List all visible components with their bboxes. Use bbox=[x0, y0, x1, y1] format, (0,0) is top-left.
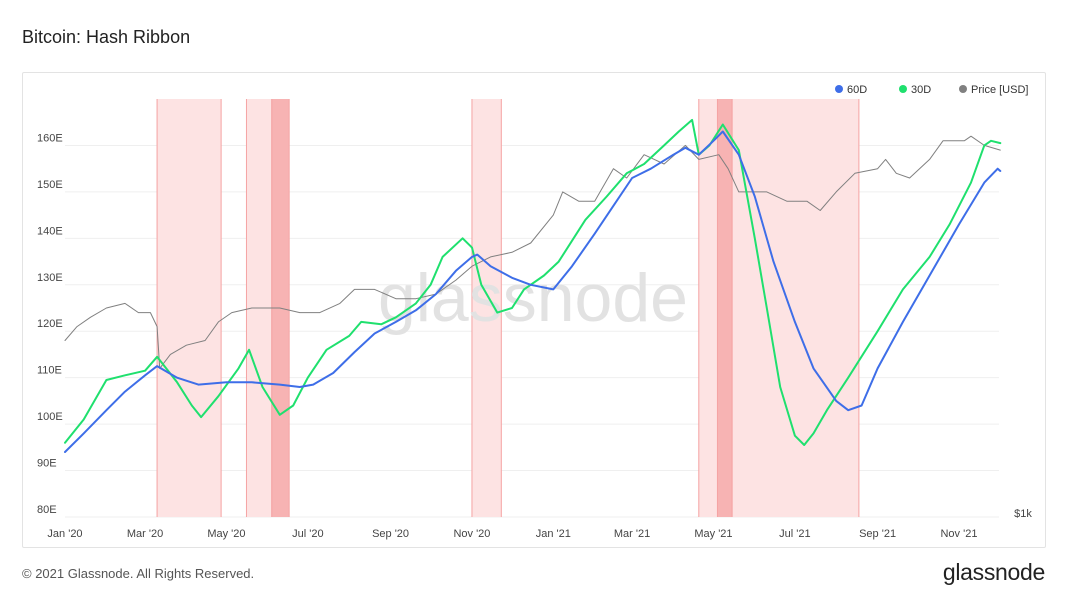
x-tick-label: May '20 bbox=[207, 528, 245, 540]
legend-label: 60D bbox=[847, 84, 867, 96]
series-line-30d bbox=[64, 118, 1002, 446]
x-tick-label: Jan '21 bbox=[536, 528, 571, 540]
chart-title: Bitcoin: Hash Ribbon bbox=[22, 27, 191, 47]
y-tick-label: 90E bbox=[37, 458, 57, 470]
right-axis-unit-label: $1k bbox=[1014, 508, 1032, 520]
x-tick-label: Nov '20 bbox=[453, 528, 490, 540]
x-tick-label: Jul '21 bbox=[779, 528, 810, 540]
legend-label: Price [USD] bbox=[971, 84, 1028, 96]
x-tick-label: Jan '20 bbox=[47, 528, 82, 540]
y-tick-label: 110E bbox=[37, 365, 62, 377]
y-axis-labels: 80E 90E 100E 110E 120E 130E 140E 150E 160E bbox=[37, 132, 63, 516]
y-tick-label: 150E bbox=[37, 179, 63, 191]
y-tick-label: 130E bbox=[37, 272, 63, 284]
x-tick-label: Sep '21 bbox=[859, 528, 896, 540]
glassnode-logo: glassnode bbox=[942, 559, 1045, 585]
legend-marker bbox=[835, 85, 843, 93]
legend-item[interactable]: 30D bbox=[899, 84, 931, 96]
y-tick-label: 80E bbox=[37, 504, 57, 516]
legend-marker bbox=[959, 85, 967, 93]
x-tick-label: Sep '20 bbox=[372, 528, 409, 540]
chart-panel: glassnode 80E 90E 100E 110E 120E 130E 140E 150E… bbox=[22, 72, 1046, 548]
y-tick-label: 140E bbox=[37, 225, 63, 237]
capitulation-band bbox=[471, 99, 502, 517]
legend-marker bbox=[899, 85, 907, 93]
y-tick-label: 100E bbox=[37, 411, 63, 423]
y-tick-label: 160E bbox=[37, 132, 63, 144]
legend-item[interactable]: 60D bbox=[835, 84, 867, 96]
series-line-60d bbox=[64, 130, 1002, 453]
legend-item[interactable]: Price [USD] bbox=[959, 84, 1028, 96]
capitulation-band bbox=[698, 99, 718, 517]
x-tick-label: Jul '20 bbox=[292, 528, 323, 540]
copyright-text: © 2021 Glassnode. All Rights Reserved. bbox=[22, 566, 255, 581]
x-tick-label: Mar '21 bbox=[614, 528, 650, 540]
x-tick-label: May '21 bbox=[694, 528, 732, 540]
capitulation-band bbox=[732, 99, 859, 517]
capitulation-bands bbox=[156, 99, 860, 517]
watermark-text: glassnode bbox=[378, 260, 688, 336]
x-axis-labels: Jan '20 Mar '20 May '20 Jul '20 Sep '20 Nov '… bbox=[47, 528, 977, 540]
y-tick-label: 120E bbox=[37, 318, 63, 330]
capitulation-band bbox=[717, 99, 733, 517]
x-tick-label: Mar '20 bbox=[127, 528, 163, 540]
x-tick-label: Nov '21 bbox=[940, 528, 977, 540]
hash-ribbon-chart: glassnode 80E 90E 100E 110E 120E 130E 140E 150E… bbox=[37, 84, 1032, 540]
legend: 60D 30D Price [USD] bbox=[835, 84, 1028, 96]
capitulation-band bbox=[157, 99, 222, 517]
series-lines bbox=[64, 118, 1002, 453]
series-line-price-usd bbox=[64, 135, 1001, 369]
legend-label: 30D bbox=[911, 84, 931, 96]
